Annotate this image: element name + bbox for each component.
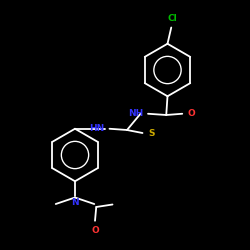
Text: O: O [187, 109, 195, 118]
Text: HN: HN [89, 124, 104, 133]
Text: N: N [71, 198, 79, 207]
Text: O: O [91, 226, 99, 235]
Text: S: S [148, 128, 154, 138]
Text: Cl: Cl [168, 14, 177, 23]
Text: NH: NH [128, 109, 144, 118]
